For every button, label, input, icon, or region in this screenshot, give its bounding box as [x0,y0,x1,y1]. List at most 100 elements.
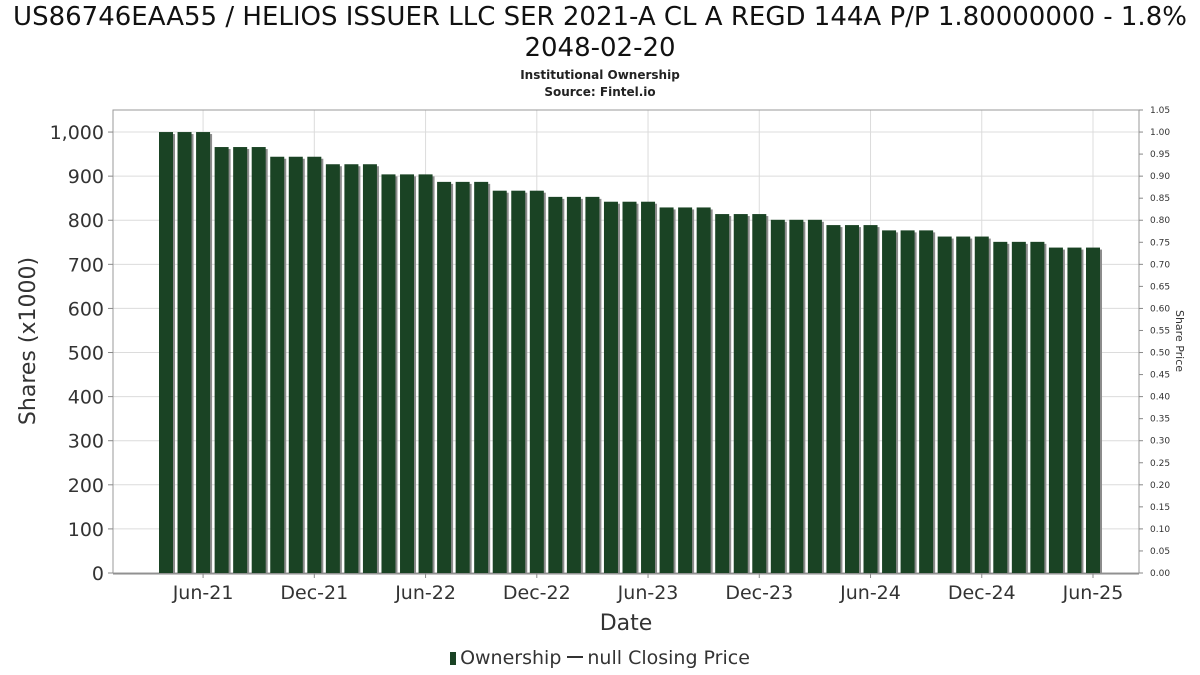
ownership-bar [1030,241,1045,573]
ownership-bar [381,174,396,574]
ownership-bar [844,225,859,574]
y2-tick-label: 0.50 [1150,349,1170,359]
y2-tick-label: 0.75 [1150,238,1170,248]
y2-axis-label: Share Price [1173,310,1186,372]
y-axis: 0 100 200 300 400 500 600 700 800 900 1,000 [50,122,113,585]
y-tick-label: 700 [68,254,104,276]
y-tick-label: 100 [68,519,104,541]
ownership-bar [603,201,618,574]
ownership-bar [696,207,711,573]
chart-title: US86746EAA55 / HELIOS ISSUER LLC SER 202… [13,2,1187,63]
ownership-bar [529,190,544,574]
ownership-bar [270,156,285,573]
ownership-bars [159,132,1102,574]
y2-tick-label: 0.90 [1150,172,1170,182]
y-tick-label: 600 [68,298,104,320]
ownership-bar [993,241,1008,573]
y-tick-label: 900 [68,166,104,188]
y2-tick-label: 0.10 [1150,525,1170,535]
ownership-bar [770,219,785,573]
y2-tick-label: 0.25 [1150,459,1170,469]
ownership-bar [288,156,303,573]
ownership-bar [1086,247,1100,573]
chart-subtitle: Institutional Ownership [520,68,680,82]
ownership-bar [956,236,971,573]
ownership-bar [437,181,452,573]
y-tick-label: 0 [92,563,104,585]
ownership-bar [937,236,952,573]
y2-tick-label: 0.05 [1150,547,1170,557]
y2-tick-label: 0.65 [1150,282,1170,292]
y2-tick-label: 0.35 [1150,415,1170,425]
x-tick-label: Dec-22 [503,582,571,604]
y2-tick-label: 0.15 [1150,503,1170,513]
ownership-bar [919,230,934,573]
x-axis: Jun-21 Dec-21 Jun-22 Dec-22 Jun-23 Dec-23 Jun-… [113,573,1139,604]
y-tick-label: 400 [68,387,104,409]
ownership-bar [789,219,804,573]
y2-tick-label: 1.00 [1150,128,1170,138]
ownership-bar [863,225,878,574]
ownership-bar [159,132,173,574]
ownership-bar [362,164,377,574]
ownership-bar [900,230,915,573]
y2-tick-label: 0.55 [1150,326,1170,336]
ownership-bar [585,196,600,573]
ownership-bar [1011,241,1026,573]
ownership-bar [196,132,211,574]
ownership-bar [307,156,322,573]
price-legend-label: null Closing Price [587,647,750,669]
price-legend-swatch [567,656,584,658]
ownership-bar [1048,247,1063,573]
x-tick-label: Jun-22 [394,582,456,604]
ownership-bar [400,174,415,574]
ownership-bar [474,181,489,573]
ownership-bar [882,230,897,573]
y2-tick-label: 0.30 [1150,437,1170,447]
y2-tick-label: 0.85 [1150,194,1170,204]
ownership-bar [659,207,674,573]
ownership-bar [455,181,470,573]
x-tick-label: Dec-23 [725,582,793,604]
y-tick-label: 200 [68,475,104,497]
x-axis-label: Date [600,611,653,636]
chart-source: Source: Fintel.io [544,85,656,99]
ownership-bar [251,147,266,574]
y-tick-label: 300 [68,431,104,453]
x-tick-label: Jun-21 [172,582,234,604]
ownership-bar [177,132,192,574]
ownership-bar [492,190,507,574]
y2-tick-label: 0.70 [1150,260,1170,270]
ownership-bar [233,147,248,574]
y2-tick-label: 0.40 [1150,393,1170,403]
ownership-bar [325,164,340,574]
ownership-bar [826,225,841,574]
ownership-bar [715,214,730,573]
y2-tick-label: 0.60 [1150,304,1170,314]
y-axis-label: Shares (x1000) [16,257,41,425]
ownership-bar [344,164,359,574]
ownership-bar [548,196,563,573]
x-tick-label: Dec-24 [948,582,1016,604]
ownership-bar [214,147,229,574]
ownership-bar [1067,247,1082,573]
y2-tick-label: 0.20 [1150,481,1170,491]
ownership-bar [678,207,693,573]
x-tick-label: Dec-21 [280,582,348,604]
ownership-bar [807,219,822,573]
ownership-bar [622,201,637,574]
y-tick-label: 500 [68,343,104,365]
ownership-legend-swatch [450,652,457,665]
x-tick-label: Jun-23 [617,582,679,604]
y-tick-label: 800 [68,210,104,232]
ownership-bar [733,214,748,573]
y-tick-label: 1,000 [50,122,104,144]
ownership-bar [752,214,767,573]
x-tick-label: Jun-25 [1062,582,1124,604]
ownership-bar [641,201,656,574]
y2-tick-label: 0.95 [1150,150,1170,160]
y2-axis: 0.00 0.05 0.10 0.15 0.20 0.25 0.30 0.35 0.40 0.45… [1139,106,1170,579]
y2-tick-label: 0.45 [1150,371,1170,381]
ownership-bar [974,236,989,573]
